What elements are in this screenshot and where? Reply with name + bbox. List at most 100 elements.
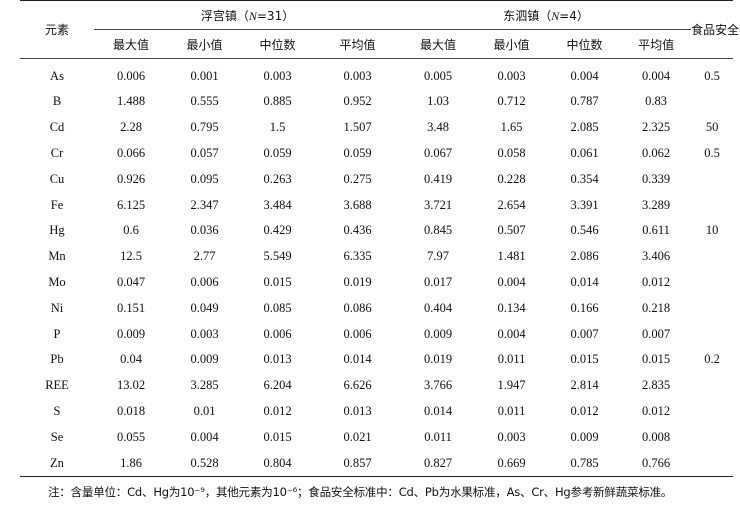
standard-cell (691, 270, 733, 296)
value-cell: 1.03 (427, 94, 449, 109)
value-cell: 1.947 (497, 378, 526, 393)
value-cell: 3.391 (570, 197, 599, 212)
element-cell: Mn (48, 249, 66, 264)
sub-header-dongsi-3: 平均值 (621, 29, 692, 59)
element-cell: Mo (48, 274, 66, 289)
value-cell: 0.085 (263, 300, 292, 315)
table-row: Pb 0.04 0.009 0.013 0.014 0.019 0.011 0.015 0.01… (20, 347, 733, 373)
value-cell: 0.354 (570, 171, 599, 186)
standard-cell (691, 89, 733, 115)
value-cell: 5.549 (263, 249, 292, 264)
value-cell: 0.014 (570, 274, 599, 289)
value-cell: 0.012 (263, 403, 292, 418)
standard-cell (691, 321, 733, 347)
value-cell: 0.404 (423, 300, 453, 315)
value-cell: 0.857 (314, 450, 402, 477)
value-cell: 0.009 (116, 326, 146, 341)
value-cell: 0.926 (116, 171, 146, 186)
sub-header-dongsi-0: 最大值 (401, 29, 476, 59)
value-cell: 0.047 (116, 274, 146, 289)
table-row: Zn 1.86 0.528 0.804 0.857 0.827 0.669 0.785 0.76… (20, 450, 734, 477)
standard-cell: 10 (705, 223, 719, 238)
value-cell: 3.484 (263, 197, 292, 212)
value-cell: 2.654 (497, 197, 526, 212)
value-cell: 0.009 (570, 429, 599, 444)
food-safety-standard-header: 食品安全标准 (691, 0, 740, 59)
value-cell: 0.275 (343, 171, 372, 186)
group1-suffix: =31） (256, 8, 295, 23)
value-cell: 0.062 (642, 145, 671, 160)
value-cell: 0.827 (401, 450, 476, 477)
value-cell: 3.285 (190, 378, 219, 393)
table-row: Ni 0.151 0.049 0.085 0.086 0.404 0.134 0.166 0.2… (20, 295, 733, 321)
group-header-dongsi: 东泗镇（N=4） (401, 0, 692, 30)
group1-prefix: 浮宫镇（ (200, 8, 249, 23)
value-cell: 0.546 (570, 223, 599, 238)
standard-cell (691, 244, 733, 270)
standard-cell (691, 373, 733, 399)
sub-header-fugong-2: 中位数 (241, 29, 314, 59)
value-cell: 0.218 (642, 300, 671, 315)
value-cell: 0.003 (343, 68, 372, 83)
value-cell: 3.48 (427, 120, 449, 135)
value-cell: 6.125 (116, 197, 146, 212)
value-cell: 0.006 (343, 326, 372, 341)
element-cell: As (50, 68, 64, 83)
table-row: Mn 12.5 2.77 5.549 6.335 7.97 1.481 2.086 3.406 (20, 244, 733, 270)
table-row: As 0.006 0.001 0.003 0.003 0.005 0.003 0.004 0.0… (20, 59, 733, 90)
table-row: Mo 0.047 0.006 0.015 0.019 0.017 0.004 0.014 0.0… (20, 270, 733, 296)
table-row: Cr 0.066 0.057 0.059 0.059 0.067 0.058 0.061 0.0… (20, 141, 733, 167)
standard-cell: 0.2 (704, 352, 720, 367)
value-cell: 0.83 (645, 94, 667, 109)
table-row: P 0.009 0.003 0.006 0.006 0.009 0.004 0.007 0.00… (20, 321, 733, 347)
element-cell: Fe (50, 197, 64, 212)
value-cell: 2.347 (190, 197, 219, 212)
group2-suffix: =4） (559, 8, 589, 23)
value-cell: 0.086 (343, 300, 372, 315)
value-cell: 0.014 (343, 352, 372, 367)
value-cell: 0.134 (497, 300, 526, 315)
value-cell: 0.021 (343, 429, 372, 444)
value-cell: 0.555 (190, 94, 219, 109)
header-row-sub: 最大值 最小值 中位数 平均值 最大值 最小值 中位数 平均值 (20, 29, 733, 59)
table-body: As 0.006 0.001 0.003 0.003 0.005 0.003 0.004 0.0… (20, 59, 734, 477)
table-row: Cu 0.926 0.095 0.263 0.275 0.419 0.228 0.354 0.3… (20, 166, 733, 192)
value-cell: 2.77 (193, 249, 216, 264)
value-cell: 0.017 (423, 274, 453, 289)
standard-cell: 0.5 (704, 145, 720, 160)
value-cell: 0.013 (343, 403, 372, 418)
standard-cell (691, 166, 733, 192)
value-cell: 0.845 (423, 223, 453, 238)
value-cell: 0.6 (123, 223, 139, 238)
value-cell: 0.058 (497, 145, 526, 160)
element-cell: P (53, 326, 61, 341)
value-cell: 0.01 (193, 403, 216, 418)
element-statistics-table: 元素 浮宫镇（N=31） 东泗镇（N=4） 食品安全标准 最大值最小值中位数平均… (20, 0, 740, 477)
element-column-header: 元素 (20, 0, 94, 59)
value-cell: 0.006 (190, 274, 219, 289)
value-cell: 1.65 (500, 120, 523, 135)
value-cell: 0.057 (190, 145, 219, 160)
value-cell: 3.289 (642, 197, 671, 212)
value-cell: 3.406 (642, 249, 671, 264)
value-cell: 2.814 (570, 378, 599, 393)
group-header-fugong: 浮宫镇（N=31） (94, 0, 402, 30)
value-cell: 2.086 (570, 249, 599, 264)
value-cell: 0.166 (570, 300, 599, 315)
value-cell: 2.835 (642, 378, 671, 393)
value-cell: 0.611 (642, 223, 670, 238)
value-cell: 0.012 (642, 403, 671, 418)
value-cell: 0.003 (497, 429, 526, 444)
value-cell: 1.86 (94, 450, 168, 477)
value-cell: 2.325 (642, 120, 671, 135)
standard-cell (691, 424, 733, 450)
element-cell: S (53, 403, 61, 418)
value-cell: 0.419 (423, 171, 453, 186)
value-cell: 0.804 (241, 450, 314, 477)
value-cell: 2.085 (570, 120, 599, 135)
value-cell: 0.067 (423, 145, 453, 160)
value-cell: 0.003 (190, 326, 219, 341)
value-cell: 0.005 (423, 68, 453, 83)
table-row: Fe 6.125 2.347 3.484 3.688 3.721 2.654 3.391 3.2… (20, 192, 733, 218)
value-cell: 0.712 (497, 94, 526, 109)
